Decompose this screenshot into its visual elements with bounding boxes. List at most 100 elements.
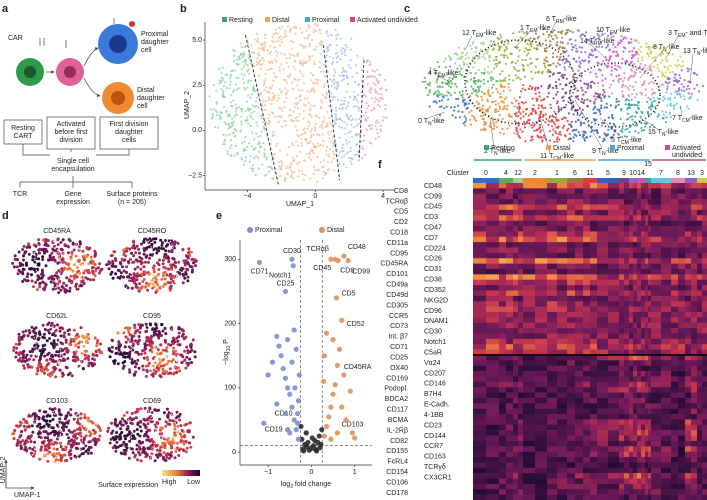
cell-point (173, 240, 177, 244)
cell-point (167, 359, 171, 363)
cell-point (37, 242, 41, 246)
cell-point (47, 362, 51, 365)
volcano-point (290, 263, 296, 269)
panel-label: b (180, 3, 187, 15)
cell-point (457, 110, 460, 113)
cell-point (562, 50, 565, 53)
cell-point (499, 80, 502, 83)
cell-point (116, 331, 120, 335)
cell-point (282, 67, 285, 70)
cell-point (262, 99, 265, 102)
volcano-point (314, 448, 320, 454)
cell-point (285, 34, 288, 37)
heatmap-cell (486, 274, 500, 281)
volcano-point (323, 423, 330, 430)
cell-point (267, 166, 270, 169)
cell-point (572, 100, 575, 104)
step-label: encapsulation (51, 166, 94, 173)
cell-point (634, 81, 637, 84)
cell-point (621, 135, 624, 139)
cell-point (605, 46, 608, 49)
cell-point (483, 124, 486, 127)
cell-point (164, 348, 168, 352)
cell-point (469, 71, 472, 74)
cell-point (608, 122, 612, 125)
cell-point (53, 244, 56, 248)
cell-point (335, 37, 338, 41)
cell-point (526, 43, 529, 46)
cell-point (22, 364, 25, 368)
cell-point (576, 113, 579, 116)
cell-point (673, 103, 676, 107)
heatmap-cell (499, 274, 507, 281)
cell-point (513, 112, 517, 116)
cell-point (231, 105, 234, 108)
volcano-point (347, 388, 353, 394)
cell-point (37, 422, 41, 426)
cell-point (370, 97, 373, 100)
cell-point (108, 349, 112, 353)
cell-point (537, 107, 540, 110)
cell-point (45, 414, 49, 418)
cell-point (586, 117, 589, 120)
cell-point (533, 124, 536, 127)
heatmap-cell (506, 209, 514, 216)
cell-point (530, 87, 533, 91)
cell-point (495, 80, 498, 83)
cell-point (124, 340, 128, 344)
cell-point (14, 351, 18, 355)
cell-point (428, 91, 431, 94)
cell-point (241, 56, 244, 59)
cell-point (170, 267, 173, 271)
cell-point (179, 439, 183, 443)
cell-point (577, 64, 581, 67)
cell-point (513, 132, 516, 135)
cell-point (567, 138, 570, 141)
cell-point (307, 120, 310, 123)
cell-point (119, 274, 123, 278)
heatmap-cell (506, 424, 514, 431)
cell-point (320, 124, 323, 127)
cell-point (601, 93, 605, 96)
heatmap-cell (473, 489, 487, 495)
cell-point (338, 74, 341, 77)
cell-point (145, 370, 149, 373)
heatmap-cell (486, 371, 500, 377)
cell-point (307, 23, 310, 26)
cell-point (575, 134, 578, 137)
cell-point (631, 85, 635, 88)
cell-point (466, 106, 469, 110)
cell-point (456, 104, 460, 107)
cell-point (600, 40, 603, 44)
box (99, 116, 159, 150)
cell-point (180, 361, 184, 365)
heatmap-cell (486, 478, 500, 485)
heatmap-cell (486, 311, 500, 318)
cell-point (287, 65, 290, 68)
cell-point (288, 56, 291, 59)
cell-point (292, 65, 295, 68)
cell-point (231, 117, 234, 120)
cell-point (361, 156, 364, 159)
cell-point (85, 247, 89, 250)
cell-point (26, 363, 30, 366)
cell-point (642, 129, 646, 132)
cell-point (183, 358, 187, 362)
cell-point (349, 149, 352, 153)
cell-point (523, 120, 526, 124)
cell-point (39, 425, 43, 429)
legend-label: Resting (229, 17, 253, 24)
cell-point (659, 61, 662, 64)
text-part: -like (446, 70, 459, 77)
cell-point (59, 445, 63, 449)
cell-point (504, 76, 507, 79)
cell-point (595, 118, 598, 121)
heatmap-cell (473, 258, 487, 264)
cell-point (133, 246, 137, 250)
cell-point (521, 87, 524, 90)
heatmap-cell (506, 236, 514, 243)
cell-point (310, 115, 313, 118)
cell-point (311, 87, 314, 90)
cell-point (141, 368, 145, 372)
cell-point (566, 119, 569, 123)
